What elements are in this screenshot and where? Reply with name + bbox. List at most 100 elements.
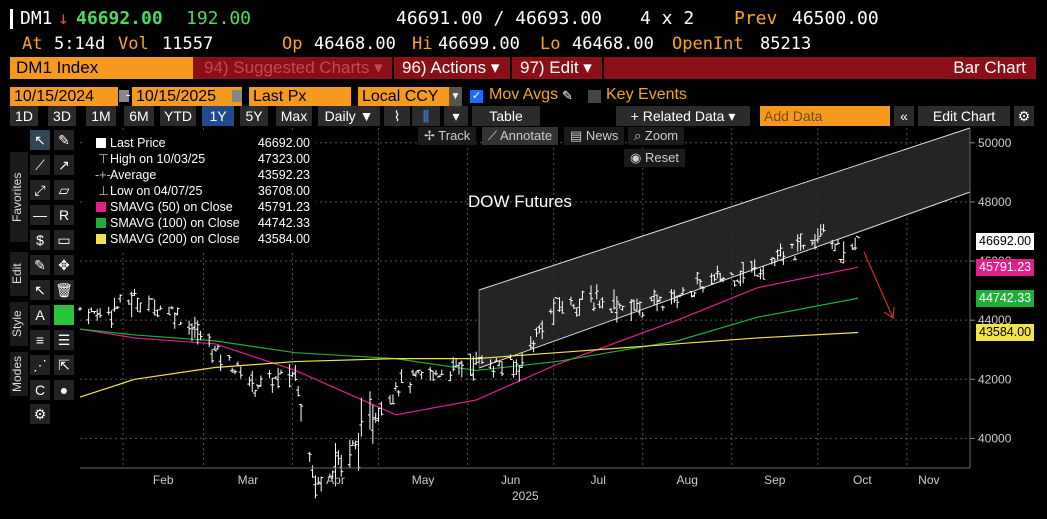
legend-swatch [96,234,106,244]
reset-icon: ◉ [630,150,645,165]
at-value: 5:14d [54,34,106,54]
zoom-label: Zoom [644,128,679,143]
draw-icon[interactable]: ✎ [30,255,50,275]
net-change: 192.00 [186,8,252,29]
related-data-menu[interactable]: + Related Data ▾ [616,106,750,126]
quote-marker [10,9,13,29]
legend-row-average[interactable]: -+- Average 43592.23 [82,167,316,183]
x-tick-label: Aug [677,473,698,487]
calendar-icon[interactable] [232,90,242,102]
line-chart-icon[interactable]: ⌇ [384,106,410,126]
period-1d-button[interactable]: 1D [10,106,38,126]
legend-row-sma200[interactable]: SMAVG (200) on Close 43584.00 [82,231,316,247]
period-3d-button[interactable]: 3D [48,106,76,126]
legend-value: 45791.23 [257,200,310,214]
legend-value: 47323.00 [257,152,310,166]
retracement-icon[interactable]: R [54,205,74,225]
edit-chart-button[interactable]: Edit Chart [918,106,1010,126]
mov-avgs-label: Mov Avgs [489,86,559,103]
suggested-charts-menu[interactable]: 94) Suggested Charts ▾ [198,57,394,79]
annotate-tool[interactable]: ⟋ Annotate [482,127,559,145]
magnet-icon[interactable]: C [30,380,50,400]
line-weight-icon[interactable]: ≡ [30,330,50,350]
bid-ask-size: 4 x 2 [640,8,695,29]
chevron-down-icon[interactable]: ▾ [444,106,468,126]
legend-row-last-price[interactable]: Last Price 46692.00 [82,135,316,151]
low-marker-icon: ⊥ [98,184,109,198]
select-icon[interactable]: ↖ [30,280,50,300]
quote-line-1: DM1 ↓ 46692.00 192.00 46691.00 / 46693.0… [0,8,1047,32]
bid-ask: 46691.00 / 46693.00 [396,8,602,29]
track-tool[interactable]: ✢ Track [418,127,477,145]
gear-icon[interactable]: ⚙ [1014,106,1034,126]
arrow-line-icon[interactable]: ↗ [54,155,74,175]
reset-label: Reset [644,150,679,165]
price-label-icon[interactable]: $ [30,230,50,250]
period-1y-button[interactable]: 1Y [202,106,234,126]
key-events-checkbox[interactable] [588,90,601,103]
trendline-icon[interactable]: ⟋ [30,155,50,175]
x-axis-year: 2025 [512,489,539,503]
settings-icon[interactable]: ⚙ [30,404,50,424]
move-icon[interactable]: ✥ [54,255,74,275]
period-1m-button[interactable]: 1M [86,106,116,126]
pen-icon[interactable]: ✎ [54,130,74,150]
period-ytd-button[interactable]: YTD [160,106,196,126]
field-select[interactable]: Last Px [249,87,351,106]
high-label: Hi [412,34,433,54]
quote-line-2: At 5:14d Vol 11557 Op 46468.00 Hi 46699.… [0,34,1047,56]
collapse-left-icon[interactable]: « [894,106,914,126]
pencil-icon[interactable]: ✎ [562,88,573,103]
color-swatch[interactable] [54,305,74,325]
high-value: 46699.00 [438,34,520,54]
annotate-label: Annotate [500,128,553,143]
legend-row-sma50[interactable]: SMAVG (50) on Close 45791.23 [82,199,316,215]
key-events-label: Key Events [606,86,687,103]
legend-value: 43592.23 [257,168,310,182]
table-button[interactable]: Table [472,106,540,126]
legend-name: SMAVG (200) on Close [110,232,240,246]
pointer-icon[interactable]: ⇱ [54,355,74,375]
down-arrow-icon: ↓ [58,8,69,29]
calendar-icon[interactable] [119,90,129,102]
chevron-down-icon[interactable]: ▼ [449,87,462,106]
palette-icon[interactable]: ● [54,380,74,400]
start-date-input[interactable]: 10/15/2024 [10,87,118,106]
period-6m-button[interactable]: 6M [124,106,154,126]
reset-button[interactable]: ◉ Reset [624,149,685,167]
line-style-icon[interactable]: ☰ [54,330,74,350]
bar-chart-icon[interactable]: ⫼ [412,106,440,126]
security-field[interactable]: DM1 Index [10,57,193,79]
news-tool[interactable]: ▤ News [564,127,625,145]
cursor-icon[interactable]: ↖ [30,130,50,150]
last-price: 46692.00 [76,8,163,29]
price-axis-label: 43584.00 [976,324,1035,342]
legend-row-low[interactable]: ⊥ Low on 04/07/25 36708.00 [82,183,316,199]
period-5y-button[interactable]: 5Y [240,106,268,126]
open-value: 46468.00 [314,34,396,54]
end-date-input[interactable]: 10/15/2025 [132,87,242,106]
trash-icon[interactable]: 🗑 [54,280,74,300]
legend-row-high[interactable]: ⊤ High on 10/03/25 47323.00 [82,151,316,167]
add-data-input[interactable]: Add Data [760,106,890,126]
moving-average-line [79,331,859,398]
ray-icon[interactable]: ⤢ [30,180,50,200]
x-tick-label: May [412,473,435,487]
period-max-button[interactable]: Max [276,106,312,126]
zoom-tool[interactable]: ⌕ Zoom [628,127,685,145]
edit-menu[interactable]: 97) Edit ▾ [514,57,604,79]
channel-icon[interactable]: ▱ [54,180,74,200]
legend-row-sma100[interactable]: SMAVG (100) on Close 44742.33 [82,215,316,231]
text-icon[interactable]: A [30,305,50,325]
actions-menu[interactable]: 96) Actions ▾ [396,57,512,79]
mov-avgs-checkbox[interactable]: ✓ [470,90,483,103]
y-tick-label: 48000 [978,195,1012,209]
currency-select[interactable]: Local CCY [358,87,462,106]
y-tick-label: 50000 [978,136,1012,150]
horizontal-line-icon[interactable]: — [30,205,50,225]
legend-value: 44742.33 [257,216,310,230]
frequency-select[interactable]: Daily ▼ [318,106,380,126]
dotted-line-icon[interactable]: ⋰ [30,355,50,375]
rectangle-icon[interactable]: ▭ [54,230,74,250]
